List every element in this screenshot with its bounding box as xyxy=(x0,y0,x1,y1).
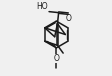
Text: HO: HO xyxy=(36,2,48,11)
Text: O: O xyxy=(53,54,59,63)
Text: O: O xyxy=(65,14,71,23)
